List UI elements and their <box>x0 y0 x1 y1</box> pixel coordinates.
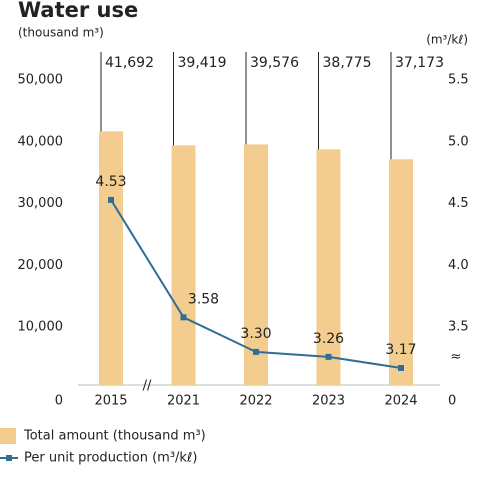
bar-value-label: 41,692 <box>105 55 154 71</box>
y2-tick-label: 5.0 <box>448 134 469 149</box>
line-value-label: 3.17 <box>385 342 416 358</box>
line-point <box>398 364 404 371</box>
y2-tick-label: 4.5 <box>448 196 469 211</box>
line-value-label: 3.58 <box>188 291 219 307</box>
y2-tick-label: 5.5 <box>448 73 469 88</box>
y2-axis-break: ≈ <box>451 350 462 365</box>
chart-title: Water use <box>18 0 138 22</box>
y-tick-label: 10,000 <box>18 320 64 335</box>
line-point <box>253 348 259 355</box>
line-point <box>108 196 114 203</box>
line-value-label: 3.30 <box>240 326 271 342</box>
line-point <box>180 314 187 321</box>
legend-swatch <box>6 455 12 461</box>
line-value-label: 4.53 <box>95 174 126 190</box>
bar-value-label: 38,775 <box>323 55 372 71</box>
legend-swatch <box>0 428 16 444</box>
y2-tick-label: 4.0 <box>448 258 469 273</box>
bar-value-label: 37,173 <box>395 55 444 71</box>
x-tick-label: 2023 <box>312 394 345 409</box>
bar-value-label: 39,576 <box>250 55 299 71</box>
y-tick-label: 20,000 <box>18 258 64 273</box>
x-axis-break: // <box>143 379 152 394</box>
x-tick-label: 2022 <box>239 394 272 409</box>
x-tick-label: 2015 <box>94 394 127 409</box>
bar <box>389 159 413 385</box>
line-point <box>325 353 332 360</box>
bar <box>244 144 268 385</box>
bar <box>171 145 196 385</box>
x-tick-label: 2024 <box>384 394 417 409</box>
y2-axis-label: (m³/kℓ) <box>426 33 468 47</box>
legend-label: Per unit production (m³/kℓ) <box>24 451 197 466</box>
y-tick-label: 30,000 <box>18 196 64 211</box>
legend-label: Total amount (thousand m³) <box>23 429 206 444</box>
x-tick-label: 2021 <box>167 394 200 409</box>
bar-value-label: 39,419 <box>178 55 227 71</box>
y-tick-label: 0 <box>55 394 63 409</box>
bar <box>316 149 341 385</box>
y-axis-label: (thousand m³) <box>18 26 104 40</box>
y2-tick-label: 0 <box>448 394 456 409</box>
y2-tick-label: 3.5 <box>448 320 469 335</box>
bar <box>99 131 123 385</box>
y-tick-label: 40,000 <box>18 134 64 149</box>
y-tick-label: 50,000 <box>18 73 64 88</box>
line-value-label: 3.26 <box>313 331 344 347</box>
